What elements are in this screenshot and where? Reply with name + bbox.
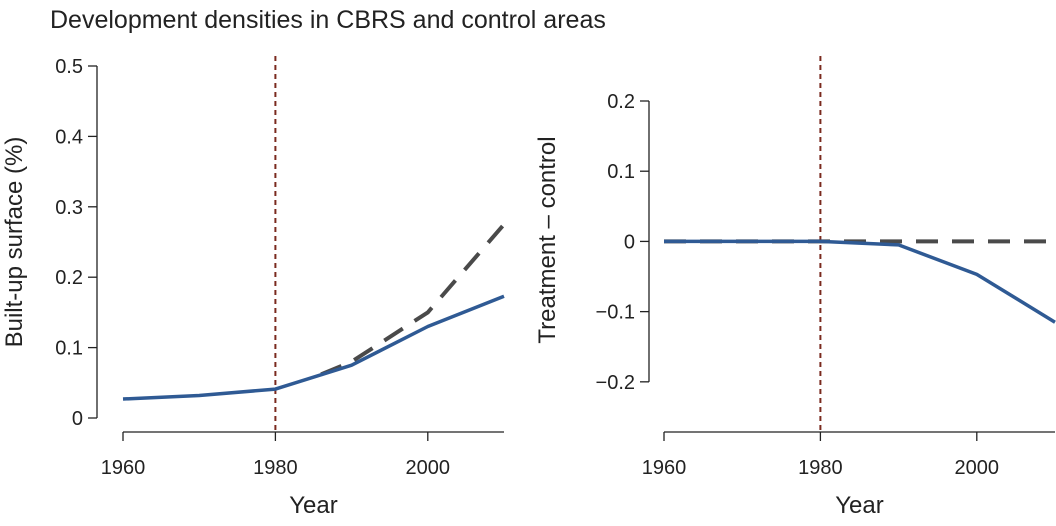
right-panel-treatment-minus-control: −0.2 −0.1 0 0.1 0.2 1960 1980 2000 Year Treatment… [534,56,1056,519]
y-tick-label: 0.2 [607,91,635,113]
y-tick-label: −0.2 [596,372,635,394]
y-tick-label: 0.5 [55,56,83,78]
y-tick-label: 0.2 [55,267,83,289]
series-line-solid [664,239,1056,324]
y-tick-label: 0 [624,231,635,253]
y-tick-label: 0.1 [607,161,635,183]
left-panel-built-up-surface: 0 0.1 0.2 0.3 0.4 0.5 1960 1980 2000 Year Built-up… [1,56,506,519]
x-axis-title: Year [289,492,338,519]
x-tick-label: 1960 [642,457,687,479]
figure-title: Development densities in CBRS and contro… [50,6,606,34]
y-tick-label: 0 [72,408,83,430]
x-tick-label: 2000 [406,457,451,479]
x-tick-label: 2000 [955,457,1000,479]
x-tick-label: 1980 [798,457,843,479]
y-tick-label: 0.4 [55,126,83,148]
y-axis-title: Built-up surface (%) [1,137,28,348]
x-axis-title: Year [835,492,884,519]
y-axis-title: Treatment – control [534,136,561,343]
x-tick-label: 1960 [101,457,146,479]
y-tick-label: 0.1 [55,338,83,360]
series-line-dashed [320,223,506,377]
series-line-solid [122,294,505,401]
y-tick-label: 0.3 [55,197,83,219]
x-tick-label: 1980 [253,457,298,479]
y-tick-label: −0.1 [596,302,635,324]
